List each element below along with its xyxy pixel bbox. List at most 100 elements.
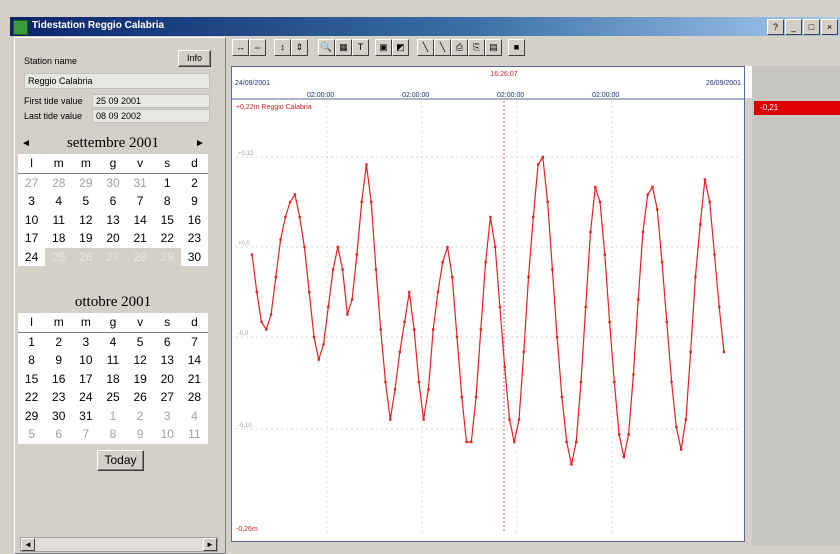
- calendar-day[interactable]: 11: [106, 353, 120, 367]
- calendar-day[interactable]: 30: [187, 249, 202, 264]
- grid-icon[interactable]: ▤: [485, 39, 502, 56]
- scroll-right-icon[interactable]: ►: [203, 538, 217, 551]
- print-icon[interactable]: ⎙: [451, 39, 468, 56]
- calendar-day[interactable]: 6: [55, 427, 63, 441]
- calendar-day[interactable]: 1: [163, 175, 171, 190]
- calendar-day[interactable]: 26: [133, 390, 147, 404]
- calendar-day[interactable]: 20: [160, 371, 174, 386]
- calendar-day[interactable]: 20: [106, 231, 120, 245]
- calendar-day[interactable]: 24: [79, 390, 93, 404]
- calendar-day[interactable]: 27: [99, 247, 127, 266]
- minimize-button[interactable]: _: [785, 19, 802, 35]
- calendar-day[interactable]: 10: [160, 427, 174, 441]
- calendar-day[interactable]: 29: [79, 175, 93, 190]
- magnifier-icon[interactable]: 🔍: [318, 39, 335, 56]
- calendar-day[interactable]: 9: [191, 194, 198, 208]
- calendar-day[interactable]: 5: [28, 427, 35, 441]
- calendar-day[interactable]: 28: [126, 247, 154, 266]
- calendar-day[interactable]: 23: [187, 231, 202, 245]
- calendar-day[interactable]: 22: [160, 231, 174, 245]
- calendar-day[interactable]: 3: [28, 194, 35, 208]
- calendar-day[interactable]: 2: [55, 334, 63, 349]
- calendar-day[interactable]: 7: [82, 427, 90, 441]
- calendar-day[interactable]: 2: [136, 408, 144, 423]
- horizontal-scrollbar[interactable]: ◄ ►: [20, 537, 218, 552]
- calendar-day[interactable]: 4: [109, 334, 117, 349]
- calendar-day[interactable]: 11: [52, 212, 65, 227]
- calendar-day[interactable]: 1: [109, 408, 117, 423]
- export-icon[interactable]: ⎘: [468, 39, 485, 56]
- prev-month-icon[interactable]: ◄: [21, 137, 31, 149]
- calendar-day[interactable]: 25: [45, 247, 73, 266]
- calendar-day[interactable]: 29: [24, 408, 39, 423]
- calendar-day[interactable]: 8: [109, 427, 117, 441]
- calendar-day[interactable]: 21: [133, 231, 147, 245]
- calendar-day[interactable]: 16: [187, 212, 202, 227]
- calendar-day[interactable]: 15: [24, 371, 39, 386]
- calendar-day[interactable]: 13: [160, 353, 174, 367]
- calendar-day[interactable]: 2: [191, 175, 198, 190]
- calendar-day[interactable]: 4: [55, 194, 63, 208]
- calendar-day[interactable]: 12: [79, 212, 93, 227]
- zoom-out-horizontal-icon[interactable]: ↔: [232, 39, 249, 56]
- calendar-day[interactable]: 12: [133, 353, 147, 367]
- zoom-area-icon[interactable]: ▦: [335, 39, 352, 56]
- calendar-day[interactable]: 9: [55, 353, 63, 367]
- maximize-button[interactable]: □: [803, 19, 820, 35]
- calendar-day[interactable]: 23: [52, 390, 66, 404]
- calendar-day[interactable]: 17: [24, 231, 39, 245]
- calendar-day[interactable]: 19: [79, 231, 93, 245]
- calendar-day[interactable]: 25: [106, 390, 120, 404]
- calendar-day[interactable]: 27: [160, 390, 174, 404]
- calendar-day[interactable]: 18: [52, 231, 66, 245]
- calendar-day[interactable]: 10: [24, 212, 39, 227]
- cursor-t-icon[interactable]: T: [352, 39, 369, 56]
- calendar-day[interactable]: 28: [187, 390, 202, 404]
- stop-icon[interactable]: ■: [508, 39, 525, 56]
- today-button[interactable]: Today: [97, 450, 144, 471]
- calendar-day[interactable]: 26: [72, 247, 100, 266]
- pen-2-icon[interactable]: ╲: [434, 39, 451, 56]
- pen-icon[interactable]: ╲: [417, 39, 434, 56]
- calendar-day[interactable]: 6: [109, 194, 117, 208]
- calendar-day[interactable]: 31: [133, 175, 147, 190]
- calendar-day[interactable]: 14: [133, 212, 147, 227]
- calendar-day[interactable]: 5: [82, 194, 90, 208]
- zoom-out-vertical-icon[interactable]: ↕: [274, 39, 291, 56]
- scroll-left-icon[interactable]: ◄: [21, 538, 35, 551]
- calendar-day[interactable]: 22: [24, 390, 39, 404]
- tide-chart[interactable]: 24/09/2001 26/09/2001 16:26:07 02:00:00 02:0…: [231, 66, 745, 542]
- calendar-day[interactable]: 21: [187, 371, 202, 386]
- zoom-in-vertical-icon[interactable]: ⇕: [291, 39, 308, 56]
- calendar-day[interactable]: 29: [153, 247, 181, 266]
- calendar-day[interactable]: 24: [24, 249, 39, 264]
- calendar-day[interactable]: 15: [160, 212, 174, 227]
- calendar-day[interactable]: 9: [136, 427, 144, 441]
- calendar-day[interactable]: 7: [191, 334, 198, 349]
- calendar-day[interactable]: 17: [79, 371, 93, 386]
- calendar-day[interactable]: 5: [136, 334, 144, 349]
- calendar-day[interactable]: 3: [163, 408, 171, 423]
- station-name-field[interactable]: Reggio Calabria: [24, 73, 210, 89]
- calendar-day[interactable]: 8: [163, 194, 171, 208]
- calendar-day[interactable]: 4: [191, 408, 198, 423]
- calendar-day[interactable]: 10: [79, 353, 93, 367]
- calendar-day[interactable]: 31: [79, 408, 93, 423]
- next-month-icon[interactable]: ►: [195, 137, 205, 149]
- calendar-day[interactable]: 8: [28, 353, 35, 367]
- calendar-day[interactable]: 6: [163, 334, 171, 349]
- calendar-day[interactable]: 28: [52, 175, 66, 190]
- info-button[interactable]: Info: [178, 50, 211, 67]
- calendar-day[interactable]: 30: [106, 175, 120, 190]
- calendar-day[interactable]: 3: [82, 334, 90, 349]
- calendar-day[interactable]: 7: [136, 194, 144, 208]
- help-button[interactable]: ?: [767, 19, 784, 35]
- calendar-day[interactable]: 27: [24, 175, 39, 190]
- calendar-day[interactable]: 16: [52, 371, 66, 386]
- calendar-day[interactable]: 11: [188, 427, 201, 441]
- window-icon[interactable]: ▣: [375, 39, 392, 56]
- calendar-day[interactable]: 30: [52, 408, 66, 423]
- close-button[interactable]: ×: [821, 19, 838, 35]
- zoom-in-horizontal-icon[interactable]: ⇔: [249, 39, 266, 56]
- calendar-day[interactable]: 1: [28, 334, 35, 349]
